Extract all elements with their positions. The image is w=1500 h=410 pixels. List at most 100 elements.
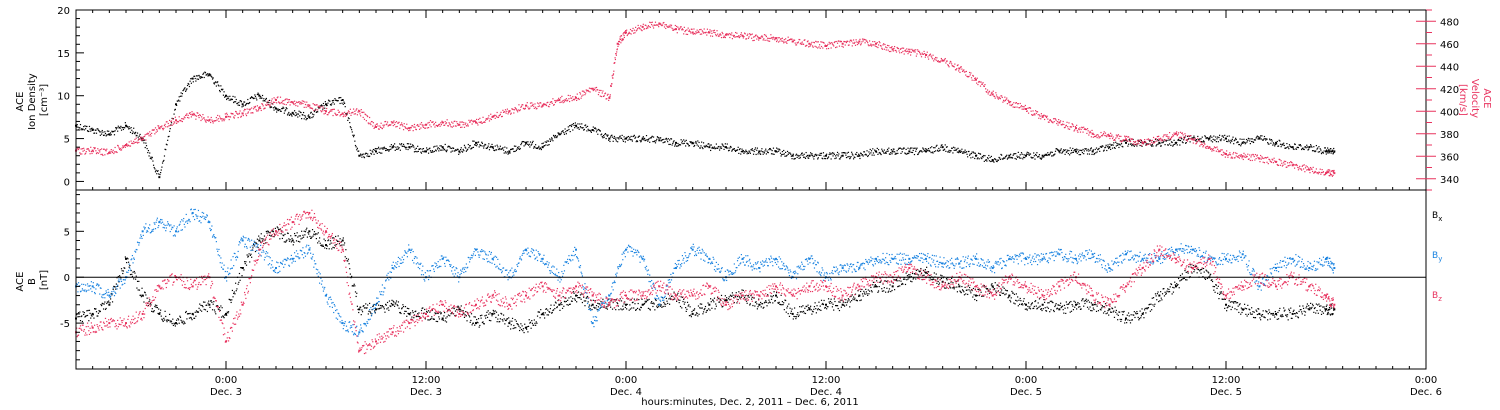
density-sample-dot (397, 146, 399, 148)
density-sample-dot (604, 133, 606, 136)
bx-sample-dot (346, 260, 348, 262)
velocity-sample-dot (865, 40, 867, 42)
velocity-sample-dot (382, 124, 384, 126)
velocity-sample-dot (520, 106, 522, 108)
density-sample-dot (103, 134, 105, 136)
velocity-sample-dot (290, 101, 292, 103)
velocity-sample-dot (345, 113, 347, 116)
velocity-sample-dot (1131, 138, 1133, 140)
density-sample-dot (1065, 149, 1067, 151)
density-sample-dot (1004, 157, 1006, 159)
density-sample-dot (1219, 139, 1221, 141)
density-sample-dot (622, 140, 625, 142)
density-sample-dot (254, 95, 257, 98)
density-sample-dot (1120, 143, 1123, 145)
density-sample-dot (1205, 137, 1207, 140)
velocity-sample-dot (949, 60, 951, 63)
density-sample-dot (1315, 144, 1317, 147)
velocity-sample-dot (115, 151, 117, 153)
density-sample-dot (1202, 140, 1205, 142)
velocity-sample-dot (221, 120, 223, 122)
velocity-sample-dot (856, 41, 858, 43)
density-sample-dot (843, 152, 846, 154)
density-sample-dot (859, 157, 861, 160)
velocity-sample-dot (328, 112, 330, 114)
bx-sample-dot (477, 322, 479, 324)
bx-sample-dot (227, 311, 230, 313)
density-sample-dot (551, 137, 553, 139)
velocity-point (1125, 138, 1127, 141)
density-sample-dot (1120, 140, 1122, 142)
velocity-sample-dot (1181, 132, 1183, 135)
density-sample-dot (914, 147, 916, 149)
bx-sample-dot (492, 309, 494, 312)
density-sample-dot (1204, 136, 1207, 138)
density-sample-dot (1129, 143, 1132, 145)
velocity-sample-dot (1056, 122, 1058, 125)
velocity-sample-dot (1231, 157, 1234, 159)
density-sample-dot (722, 145, 725, 147)
density-sample-dot (100, 131, 102, 133)
density-sample-dot (987, 158, 989, 160)
density-sample-dot (941, 144, 943, 146)
velocity-sample-dot (544, 104, 546, 106)
velocity-sample-dot (1135, 144, 1137, 146)
density-sample-dot (631, 139, 633, 141)
density-sample-dot (1333, 147, 1335, 150)
bx-sample-dot (446, 316, 448, 318)
velocity-sample-dot (835, 40, 837, 43)
bx-sample-dot (274, 227, 276, 229)
bx-sample-dot (230, 301, 232, 304)
density-sample-dot (182, 89, 184, 92)
density-sample-dot (979, 153, 982, 155)
density-sample-dot (1081, 150, 1083, 152)
density-sample-dot (398, 147, 400, 149)
velocity-sample-dot (595, 90, 597, 92)
density-sample-dot (715, 147, 717, 149)
density-sample-dot (520, 142, 523, 144)
density-sample-dot (358, 150, 360, 152)
density-sample-dot (147, 149, 150, 152)
velocity-sample-dot (616, 48, 618, 50)
density-sample-dot (570, 124, 572, 126)
density-sample-dot (741, 148, 743, 150)
density-sample-dot (514, 150, 516, 153)
bx-sample-dot (311, 229, 314, 231)
velocity-sample-dot (502, 109, 504, 111)
velocity-point (441, 121, 444, 124)
velocity-sample-dot (279, 96, 282, 98)
density-sample-dot (1285, 147, 1287, 149)
density-sample-dot (972, 156, 974, 158)
density-sample-dot (663, 141, 666, 143)
velocity-sample-dot (360, 109, 362, 111)
density-sample-dot (101, 129, 103, 132)
velocity-sample-dot (850, 39, 852, 41)
velocity-sample-dot (386, 123, 388, 125)
velocity-sample-dot (1302, 168, 1305, 170)
bx-sample-dot (306, 236, 309, 238)
density-sample-dot (1150, 144, 1152, 146)
density-sample-dot (998, 156, 1000, 159)
velocity-sample-dot (1332, 169, 1334, 172)
density-sample-dot (1136, 143, 1139, 145)
density-sample-dot (1042, 156, 1044, 158)
velocity-sample-dot (1081, 126, 1083, 128)
density-sample-dot (515, 145, 517, 147)
density-sample-dot (299, 111, 301, 113)
density-sample-dot (654, 140, 656, 142)
velocity-sample-dot (583, 91, 585, 93)
velocity-sample-dot (726, 33, 728, 35)
density-sample-dot (481, 141, 483, 143)
density-sample-dot (279, 110, 282, 112)
density-point (258, 94, 261, 97)
velocity-sample-dot (701, 33, 703, 35)
bx-sample-dot (580, 298, 582, 300)
density-sample-dot (874, 149, 876, 151)
density-sample-dot (354, 144, 357, 147)
density-sample-dot (961, 152, 964, 154)
density-sample-dot (1308, 148, 1310, 150)
bx-sample-dot (321, 245, 323, 247)
density-sample-dot (1315, 150, 1317, 152)
velocity-sample-dot (190, 113, 192, 116)
bx-sample-dot (313, 231, 316, 233)
